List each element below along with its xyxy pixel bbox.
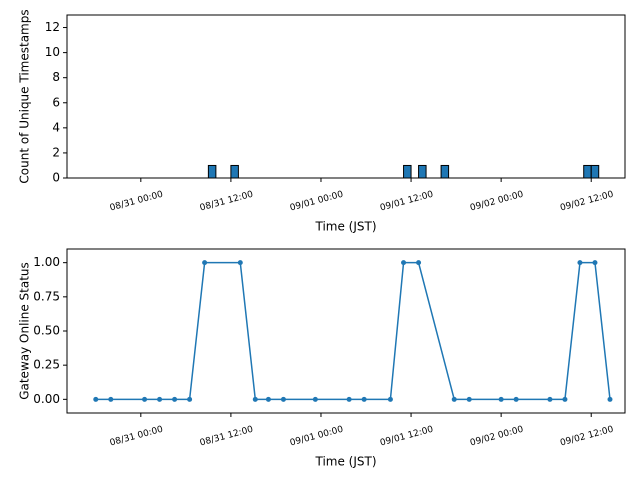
- point: [142, 396, 148, 402]
- x-axis-label: Time (JST): [314, 455, 376, 469]
- point: [202, 260, 208, 266]
- point: [401, 260, 407, 266]
- x-tick-label: 08/31 00:00: [109, 425, 165, 449]
- point: [346, 396, 352, 402]
- bar: [403, 164, 412, 179]
- point: [312, 396, 318, 402]
- y-tick-label: 1.00: [33, 255, 60, 269]
- x-tick-label: 09/01 00:00: [289, 190, 345, 214]
- bar: [230, 164, 239, 179]
- y-tick-label: 4: [52, 120, 60, 134]
- point: [280, 396, 286, 402]
- bar: [583, 164, 592, 179]
- x-axis-label: Time (JST): [314, 220, 376, 234]
- point: [451, 396, 457, 402]
- y-axis-label: Gateway Online Status: [18, 262, 32, 400]
- point: [416, 260, 422, 266]
- point: [547, 396, 553, 402]
- plot-frame: [66, 248, 626, 414]
- y-tick-label: 0.00: [33, 392, 60, 406]
- series-line: [95, 261, 611, 401]
- point: [513, 396, 519, 402]
- x-tick-label: 08/31 12:00: [199, 425, 255, 449]
- x-tick-label: 09/02 00:00: [469, 190, 525, 214]
- bar: [418, 164, 427, 179]
- x-tick-label: 09/01 00:00: [289, 425, 345, 449]
- point: [607, 396, 613, 402]
- point: [265, 396, 271, 402]
- point: [252, 396, 258, 402]
- y-tick-label: 2: [52, 145, 60, 159]
- y-tick-label: 0.25: [33, 358, 60, 372]
- point: [387, 396, 393, 402]
- x-tick-label: 08/31 12:00: [199, 190, 255, 214]
- point: [157, 396, 163, 402]
- point: [562, 396, 568, 402]
- point: [187, 396, 193, 402]
- x-tick-label: 09/02 12:00: [559, 425, 615, 449]
- bar: [590, 164, 600, 179]
- y-tick-label: 10: [45, 45, 60, 59]
- point: [108, 396, 114, 402]
- y-tick-label: 8: [52, 70, 60, 84]
- x-tick-label: 09/01 12:00: [379, 425, 435, 449]
- point: [592, 260, 598, 266]
- y-tick-label: 0: [52, 171, 60, 185]
- y-tick-label: 12: [45, 20, 60, 34]
- plot-frame: [66, 14, 626, 179]
- y-tick-label: 0.50: [33, 324, 60, 338]
- point: [237, 260, 243, 266]
- point: [361, 396, 367, 402]
- point: [172, 396, 178, 402]
- bar: [207, 164, 217, 179]
- point: [498, 396, 504, 402]
- x-tick-label: 09/01 12:00: [379, 190, 435, 214]
- y-tick-label: 0.75: [33, 289, 60, 303]
- point: [577, 260, 583, 266]
- y-tick-label: 6: [52, 95, 60, 109]
- x-tick-label: 09/02 00:00: [469, 425, 525, 449]
- bar: [440, 164, 450, 179]
- x-tick-label: 08/31 00:00: [109, 190, 165, 214]
- y-axis-label: Count of Unique Timestamps: [18, 9, 32, 183]
- point: [466, 396, 472, 402]
- x-tick-label: 09/02 12:00: [559, 190, 615, 214]
- point: [93, 396, 99, 402]
